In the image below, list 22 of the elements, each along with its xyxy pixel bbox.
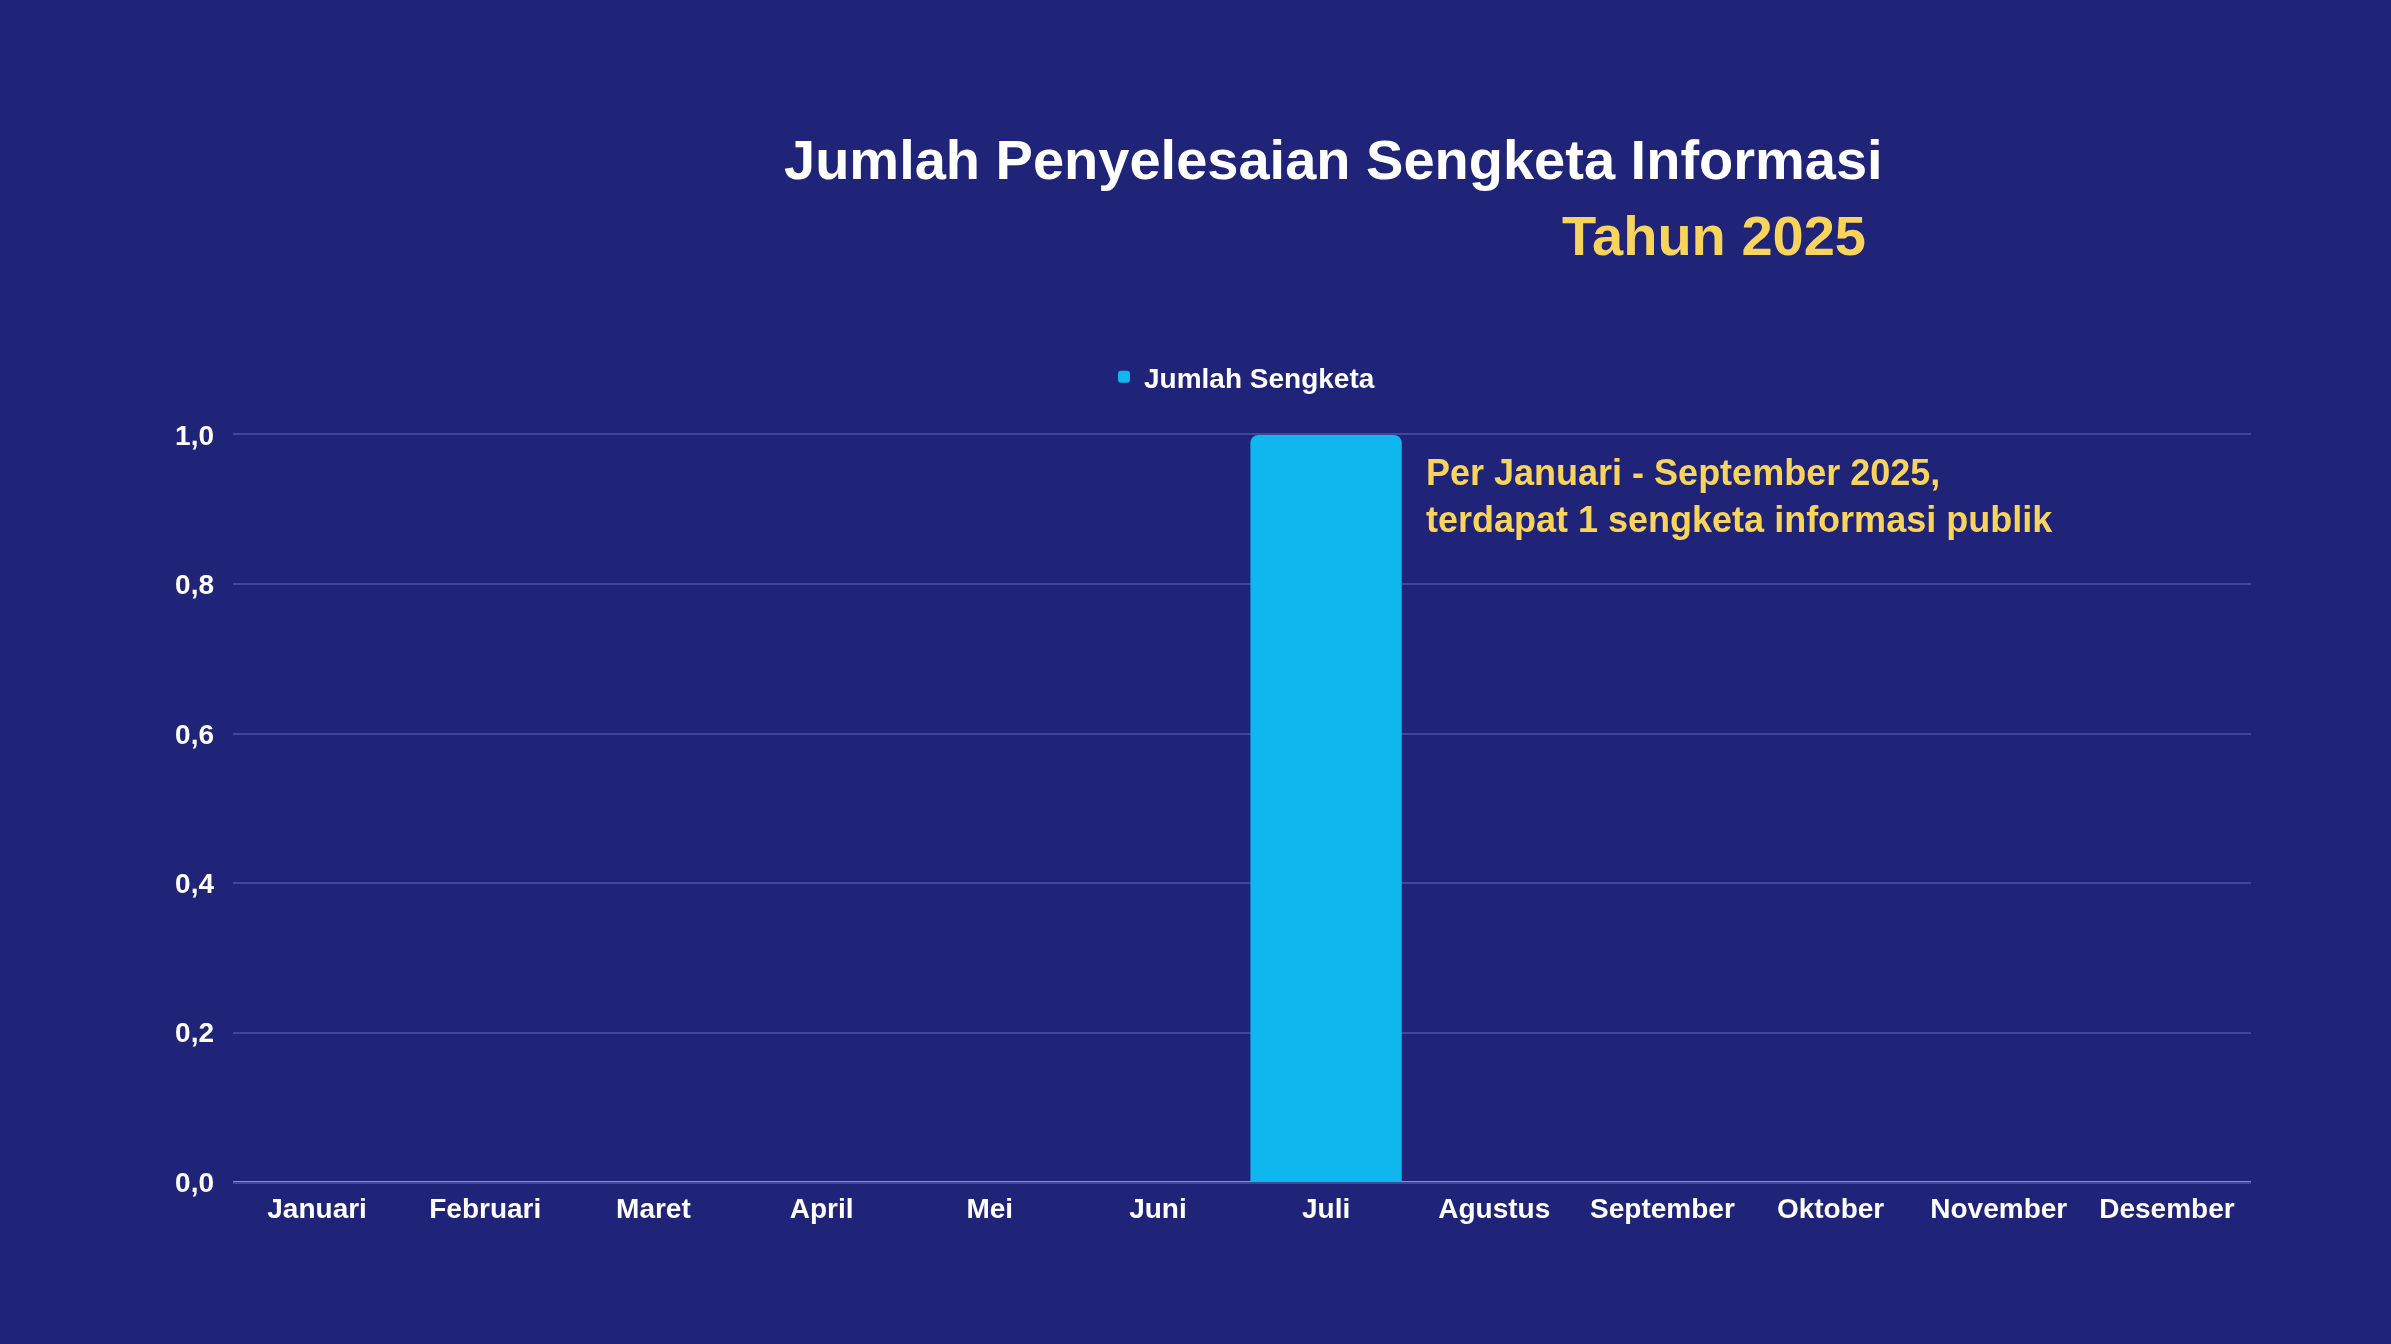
x-tick-label: Februari xyxy=(429,1192,542,1224)
y-tick-label: 0,6 xyxy=(175,718,214,750)
x-tick-label: Juli xyxy=(1301,1192,1351,1224)
y-tick-label: 1,0 xyxy=(175,419,214,451)
x-tick-label: Mei xyxy=(966,1192,1014,1224)
x-tick-label: Maret xyxy=(616,1192,691,1224)
x-tick-label: Januari xyxy=(267,1192,367,1224)
y-tick-label: 0,2 xyxy=(175,1017,214,1049)
y-tick-label: 0,4 xyxy=(175,868,215,899)
x-tick-label: November xyxy=(1930,1192,2068,1224)
chart-subtitle: Tahun 2025 xyxy=(1562,204,1866,267)
y-tick-label: 0,8 xyxy=(175,569,214,601)
x-tick-label: Agustus xyxy=(1438,1192,1551,1224)
y-tick-label: 0,0 xyxy=(175,1166,214,1198)
x-tick-label: April xyxy=(789,1192,854,1224)
x-tick-label: Oktober xyxy=(1776,1192,1885,1224)
chart-title: Jumlah Penyelesaian Sengketa Informasi xyxy=(784,128,1883,191)
x-tick-label: Juni xyxy=(1129,1192,1187,1224)
x-tick-label: Desember xyxy=(2099,1192,2235,1224)
annotation: Per Januari - September 2025, terdapat 1 sengketa informasi publik xyxy=(1426,452,2054,540)
legend-label: Jumlah Sengketa xyxy=(1144,362,1375,394)
x-tick-label: September xyxy=(1590,1192,1735,1224)
